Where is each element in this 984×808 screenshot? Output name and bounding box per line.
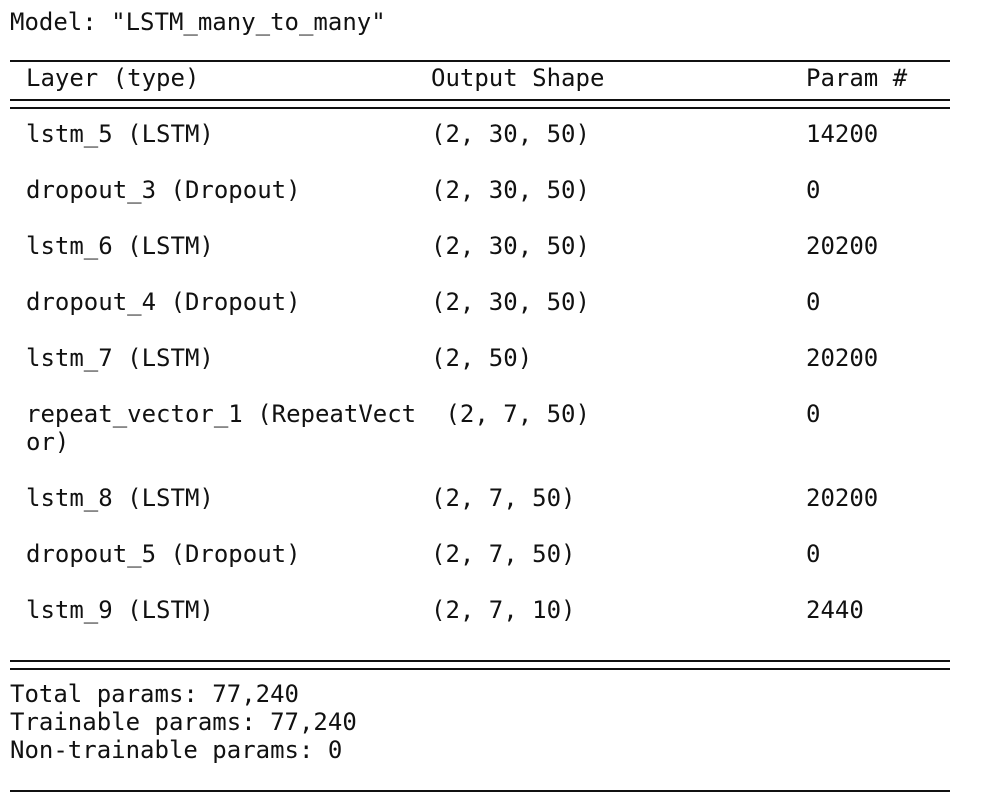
param-count: 0 xyxy=(806,288,821,316)
layer-name: lstm_8 (LSTM) xyxy=(26,484,214,512)
trainable-params: Trainable params: 77,240 xyxy=(10,708,357,736)
table-row: lstm_5 (LSTM) (2, 30, 50) 14200 xyxy=(0,120,984,176)
layer-name: lstm_9 (LSTM) xyxy=(26,596,214,624)
output-shape: (2, 7, 50) xyxy=(431,484,576,512)
layer-name: repeat_vector_1 (RepeatVect or) xyxy=(26,400,417,456)
layer-name: dropout_4 (Dropout) xyxy=(26,288,301,316)
output-shape: (2, 30, 50) xyxy=(431,176,590,204)
output-shape: (2, 7, 10) xyxy=(431,596,576,624)
header-double-rule xyxy=(10,99,950,109)
output-shape: (2, 30, 50) xyxy=(431,232,590,260)
layer-name: lstm_7 (LSTM) xyxy=(26,344,214,372)
param-count: 0 xyxy=(806,540,821,568)
layer-name: lstm_6 (LSTM) xyxy=(26,232,214,260)
table-row: lstm_9 (LSTM) (2, 7, 10) 2440 xyxy=(0,596,984,652)
param-count: 0 xyxy=(806,400,821,428)
param-count: 0 xyxy=(806,176,821,204)
column-header-output-shape: Output Shape xyxy=(431,64,605,92)
table-row: lstm_6 (LSTM) (2, 30, 50) 20200 xyxy=(0,232,984,288)
bottom-rule xyxy=(10,790,950,792)
param-count: 20200 xyxy=(806,344,879,372)
layer-name: lstm_5 (LSTM) xyxy=(26,120,214,148)
output-shape: (2, 30, 50) xyxy=(431,288,590,316)
model-title: Model: "LSTM_many_to_many" xyxy=(10,8,386,36)
table-row: dropout_5 (Dropout) (2, 7, 50) 0 xyxy=(0,540,984,596)
param-count: 14200 xyxy=(806,120,879,148)
param-count: 2440 xyxy=(806,596,864,624)
column-header-layer: Layer (type) xyxy=(26,64,200,92)
param-count: 20200 xyxy=(806,484,879,512)
total-params: Total params: 77,240 xyxy=(10,680,299,708)
param-count: 20200 xyxy=(806,232,879,260)
footer-double-rule xyxy=(10,660,950,670)
output-shape: (2, 7, 50) xyxy=(431,540,576,568)
table-row: lstm_8 (LSTM) (2, 7, 50) 20200 xyxy=(0,484,984,540)
table-row: dropout_4 (Dropout) (2, 30, 50) 0 xyxy=(0,288,984,344)
column-header-params: Param # xyxy=(806,64,908,92)
table-row: repeat_vector_1 (RepeatVect or) (2, 7, 5… xyxy=(0,400,984,456)
top-rule xyxy=(10,60,950,62)
table-row: dropout_3 (Dropout) (2, 30, 50) 0 xyxy=(0,176,984,232)
table-row: lstm_7 (LSTM) (2, 50) 20200 xyxy=(0,344,984,400)
output-shape: (2, 50) xyxy=(431,344,533,372)
layer-name: dropout_3 (Dropout) xyxy=(26,176,301,204)
output-shape: (2, 7, 50) xyxy=(431,400,590,428)
layer-name: dropout_5 (Dropout) xyxy=(26,540,301,568)
output-shape: (2, 30, 50) xyxy=(431,120,590,148)
non-trainable-params: Non-trainable params: 0 xyxy=(10,736,343,764)
